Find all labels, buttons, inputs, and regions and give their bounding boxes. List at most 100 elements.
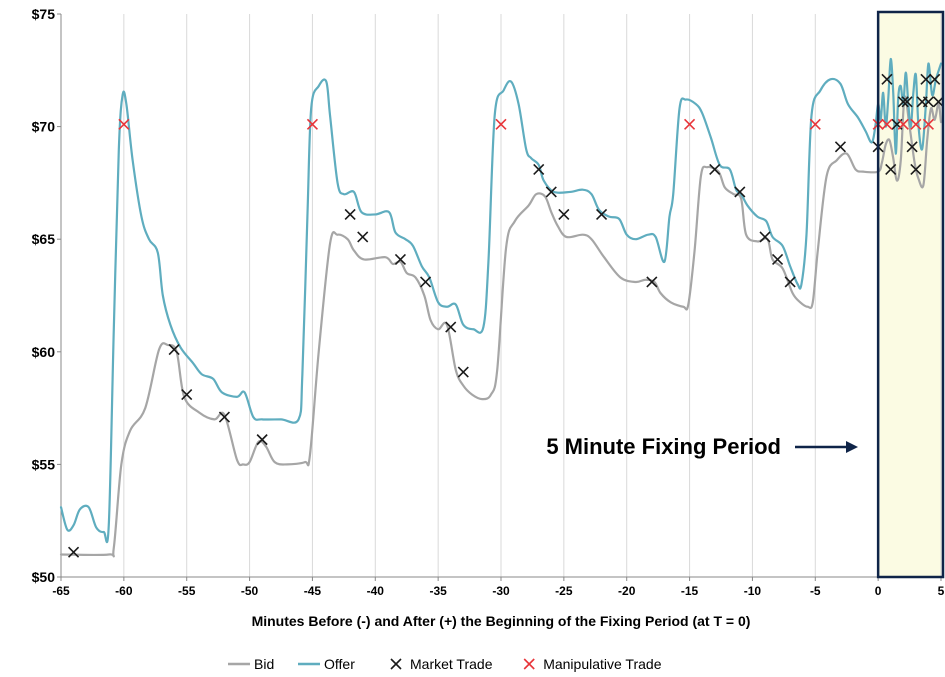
market-trade-marker-stroke (901, 96, 913, 108)
x-tick-label: -15 (681, 584, 699, 598)
market-trade-marker-stroke (709, 163, 721, 175)
manipulative-trade-marker-stroke (809, 118, 821, 130)
manipulative-trade-marker (306, 118, 318, 130)
x-tick-label: -40 (367, 584, 385, 598)
manipulative-trade-marker (881, 118, 893, 130)
manipulative-trade-marker-stroke (881, 118, 893, 130)
market-trade-marker (772, 253, 784, 266)
market-trade-marker-stroke (772, 253, 784, 266)
market-trade-marker-stroke (445, 321, 457, 333)
legend-offer-label: Offer (324, 656, 355, 672)
y-tick-label: $60 (32, 344, 56, 360)
market-trade-marker-stroke (929, 73, 941, 85)
market-trade-marker-stroke (922, 96, 934, 108)
market-trade-marker (734, 186, 746, 198)
legend-market-label: Market Trade (410, 656, 493, 672)
manipulative-trade-marker-stroke (910, 118, 922, 130)
series-lines (59, 57, 943, 558)
market-trade-marker (445, 321, 457, 333)
market-trade-marker (344, 208, 356, 220)
x-tick-label: -30 (492, 584, 510, 598)
market-trade-marker (709, 163, 721, 175)
market-trade-marker (646, 276, 658, 288)
market-trade-marker (596, 208, 608, 220)
x-tick-label: -65 (52, 584, 70, 598)
x-tick-label: -45 (304, 584, 322, 598)
market-trade-marker-stroke (759, 231, 771, 243)
legend-market-swatch-stroke (390, 658, 402, 670)
market-trade-marker (218, 411, 230, 423)
market-trade-marker (906, 141, 918, 153)
market-trade-marker-stroke (906, 141, 918, 153)
x-tick-label: -50 (241, 584, 259, 598)
manipulative-trade-marker-stroke (897, 118, 909, 130)
legend-manipulative-swatch-stroke (523, 658, 535, 670)
market-trade-marker-stroke (68, 546, 80, 558)
market-trade-marker (68, 546, 80, 558)
fixing-period-box (876, 10, 945, 579)
market-trade-marker (545, 186, 557, 198)
legend-manipulative-swatch (523, 658, 535, 670)
y-tick-label: $50 (32, 569, 56, 585)
market-trade-marker-stroke (596, 208, 608, 220)
bid-line (59, 95, 943, 558)
market-trade-marker-stroke (256, 434, 268, 446)
market-trade-marker (457, 366, 469, 378)
market-trade-marker-stroke (344, 208, 356, 220)
legend: Bid Offer Market Trade Manipulative Trade (228, 656, 662, 672)
market-trade-marker (759, 231, 771, 243)
fixing-period-annotation: 5 Minute Fixing Period (546, 434, 781, 459)
market-trade-marker-stroke (533, 163, 545, 175)
market-trade-marker-stroke (558, 208, 570, 220)
market-trade-marker-stroke (881, 73, 893, 85)
market-trade-marker-stroke (885, 163, 897, 175)
manipulative-trade-marker-stroke (495, 118, 507, 130)
x-tick-label: 0 (875, 584, 882, 598)
manipulative-trade-marker (118, 118, 130, 130)
market-trade-marker-stroke (734, 186, 746, 198)
market-trade-marker-stroke (218, 411, 230, 423)
x-tick-label: 5 (938, 584, 945, 598)
manipulative-trade-marker (910, 118, 922, 130)
x-tick-label: -35 (429, 584, 447, 598)
market-trade-marker (834, 141, 846, 153)
market-trade-marker (420, 276, 432, 288)
x-tick-label: -5 (810, 584, 821, 598)
manipulative-trade-marker-stroke (684, 118, 696, 130)
market-trade-marker-stroke (394, 253, 406, 266)
market-trade-marker (929, 73, 941, 85)
market-trade-marker-stroke (457, 366, 469, 378)
market-trade-marker (920, 73, 932, 85)
arrow-head (846, 441, 858, 453)
market-trade-marker-stroke (920, 73, 932, 85)
market-trade-marker (256, 434, 268, 446)
market-trade-marker-stroke (168, 343, 180, 356)
market-trade-marker-stroke (545, 186, 557, 198)
market-trade-marker-stroke (910, 163, 922, 175)
market-trade-marker (533, 163, 545, 175)
fixing-period-border (876, 10, 945, 579)
market-trade-marker (181, 389, 193, 401)
manipulative-trade-marker (495, 118, 507, 130)
x-tick-label: -20 (618, 584, 636, 598)
manipulative-trade-marker-stroke (306, 118, 318, 130)
trade-markers (68, 73, 945, 558)
market-trade-marker (901, 96, 913, 108)
market-trade-marker (558, 208, 570, 220)
market-trade-marker (885, 163, 897, 175)
market-trade-marker (881, 73, 893, 85)
market-trade-marker (357, 231, 369, 243)
x-tick-label: -10 (744, 584, 762, 598)
annotation: 5 Minute Fixing Period (546, 434, 858, 459)
y-tick-label: $65 (32, 231, 56, 247)
market-trade-marker-stroke (420, 276, 432, 288)
legend-bid-label: Bid (254, 656, 274, 672)
market-trade-marker-stroke (834, 141, 846, 153)
legend-manipulative-label: Manipulative Trade (543, 656, 662, 672)
manipulative-trade-marker (922, 118, 934, 130)
x-axis-title: Minutes Before (-) and After (+) the Beg… (252, 613, 751, 629)
market-trade-marker (897, 96, 909, 108)
legend-market-swatch (390, 658, 402, 670)
